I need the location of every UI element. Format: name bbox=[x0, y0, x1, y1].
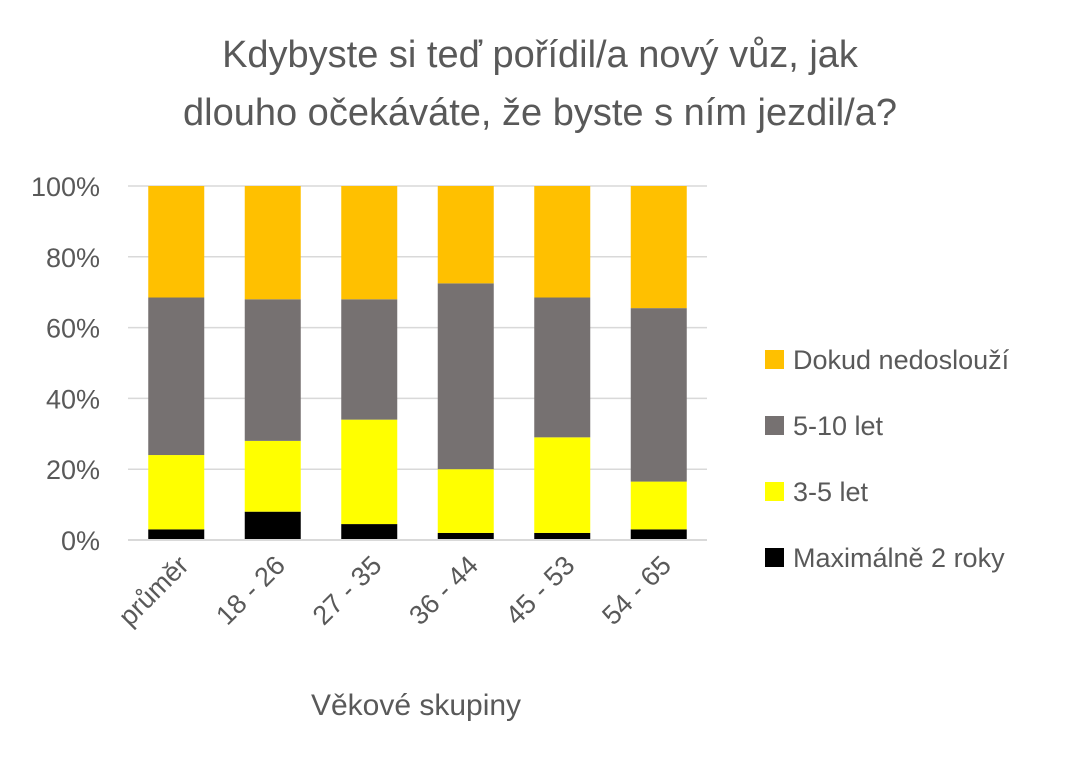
y-tick-label: 40% bbox=[46, 384, 100, 414]
bar-segment bbox=[630, 529, 687, 540]
bar-segment bbox=[341, 524, 398, 540]
bar-segment bbox=[148, 297, 205, 456]
bars bbox=[148, 186, 687, 540]
bar-segment bbox=[341, 419, 398, 525]
bar-segment bbox=[630, 481, 687, 530]
x-tick-label: 18 - 26 bbox=[210, 550, 291, 631]
legend-swatch bbox=[765, 482, 784, 501]
bar-segment bbox=[534, 297, 591, 438]
bar-segment bbox=[630, 308, 687, 482]
y-tick-label: 80% bbox=[46, 243, 100, 273]
bar-segment bbox=[534, 186, 591, 298]
x-tick-label: 27 - 35 bbox=[307, 550, 388, 631]
bar-segment bbox=[630, 186, 687, 309]
x-axis-ticks: průměr 18 - 26 27 - 35 36 - 44 45 - 53 54 - 6… bbox=[113, 550, 677, 632]
bar-segment bbox=[341, 186, 398, 300]
bar-segment bbox=[148, 186, 205, 298]
legend: Dokud nedoslouží 5-10 let 3-5 let Maximálně… bbox=[765, 345, 1010, 573]
bar-segment bbox=[534, 437, 591, 533]
legend-swatch bbox=[765, 350, 784, 369]
bar-segment bbox=[437, 186, 494, 284]
legend-label: 5-10 let bbox=[793, 411, 884, 441]
bar-segment bbox=[244, 511, 301, 540]
bar-segment bbox=[437, 283, 494, 470]
y-tick-label: 60% bbox=[46, 314, 100, 344]
legend-label: Dokud nedoslouží bbox=[793, 345, 1010, 375]
x-tick-label: 36 - 44 bbox=[403, 550, 484, 631]
bar-segment bbox=[148, 455, 205, 530]
x-tick-label: 45 - 53 bbox=[500, 550, 581, 631]
chart-title-line-1: Kdybyste si teď pořídil/a nový vůz, jak bbox=[222, 34, 859, 76]
legend-swatch bbox=[765, 548, 784, 567]
y-tick-label: 20% bbox=[46, 455, 100, 485]
x-tick-label: průměr bbox=[113, 550, 195, 632]
chart-title-line-2: dlouho očekáváte, že byste s ním jezdil/… bbox=[183, 92, 897, 134]
x-axis-label: Věkové skupiny bbox=[311, 689, 521, 722]
bar-segment bbox=[244, 186, 301, 300]
bar-segment bbox=[437, 469, 494, 533]
y-tick-label: 100% bbox=[31, 172, 100, 202]
gridlines bbox=[128, 185, 707, 470]
y-tick-label: 0% bbox=[61, 526, 100, 556]
legend-label: 3-5 let bbox=[793, 477, 869, 507]
bar-segment bbox=[244, 440, 301, 512]
bar-segment bbox=[148, 529, 205, 540]
legend-label: Maximálně 2 roky bbox=[793, 543, 1005, 573]
bar-segment bbox=[341, 299, 398, 420]
y-axis-ticks: 0% 20% 40% 60% 80% 100% bbox=[31, 172, 100, 556]
bar-segment bbox=[244, 299, 301, 441]
bar-segment bbox=[437, 532, 494, 540]
legend-swatch bbox=[765, 416, 784, 435]
x-tick-label: 54 - 65 bbox=[596, 550, 677, 631]
bar-segment bbox=[534, 532, 591, 540]
